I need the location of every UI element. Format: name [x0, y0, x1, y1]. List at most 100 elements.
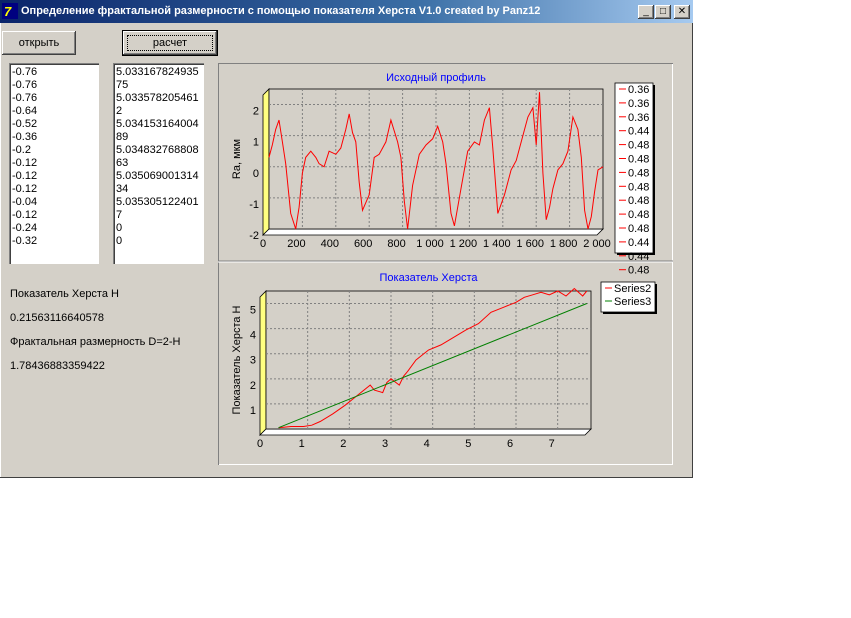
list-item[interactable]: -0.24 [12, 222, 38, 234]
open-button[interactable]: открыть [2, 31, 76, 55]
main-window: 7 Определение фрактальной размерности с … [0, 0, 693, 478]
legend-entry: 0.48 [628, 181, 649, 193]
chart-side-wall [259, 290, 267, 436]
dimension-label: Фрактальная размерность D=2-H [10, 336, 181, 348]
y-tick-label: 4 [250, 330, 256, 342]
list-item[interactable]: -0.12 [12, 209, 38, 221]
list-item[interactable]: -0.52 [12, 118, 38, 130]
x-tick-label: 1 800 [550, 238, 578, 250]
legend-entry: 0.48 [628, 195, 649, 207]
list-item[interactable]: -0.64 [12, 105, 38, 117]
series-line [278, 287, 588, 429]
app-icon: 7 [2, 3, 18, 19]
list-item[interactable]: -0.76 [12, 79, 38, 91]
legend-entry: 0.48 [628, 265, 649, 277]
list-item[interactable]: 0 [116, 222, 123, 234]
list-item[interactable]: 5.034832768808 [116, 144, 199, 156]
chart-side-wall [262, 88, 270, 236]
title-bar[interactable]: 7 Определение фрактальной размерности с … [0, 0, 693, 23]
list-item[interactable]: 5.033578205461 [116, 92, 199, 104]
x-tick-label: 1 000 [416, 238, 444, 250]
x-tick-label: 200 [287, 238, 305, 250]
list-item[interactable]: 5.034153164004 [116, 118, 199, 130]
legend-entry: 0.44 [628, 237, 649, 249]
y-axis-label: Показатель Херста H [231, 305, 243, 414]
y-tick-label: 0 [253, 168, 259, 180]
legend-box [614, 82, 654, 254]
x-tick-label: 6 [507, 438, 513, 450]
window-title: Определение фрактальной размерности с по… [21, 5, 541, 17]
x-tick-label: 5 [465, 438, 471, 450]
y-tick-label: 2 [253, 106, 259, 118]
chart-floor [259, 428, 592, 436]
list-item[interactable]: -0.76 [12, 92, 38, 104]
calculate-button[interactable]: расчет [122, 30, 218, 56]
list-item[interactable]: 2 [116, 105, 123, 117]
x-tick-label: 0 [257, 438, 263, 450]
x-tick-label: 7 [549, 438, 555, 450]
x-tick-label: 800 [387, 238, 405, 250]
maximize-button[interactable]: □ [655, 5, 671, 19]
charts-svg: Исходный профиль 0 200 400 600 800 1 000 1 200 1… [218, 72, 673, 450]
chart-back-wall [265, 290, 592, 430]
list-item[interactable]: 63 [116, 157, 129, 169]
y-tick-label: 1 [250, 405, 256, 417]
list-item[interactable]: -0.36 [12, 131, 38, 143]
list-item[interactable]: 7 [116, 209, 123, 221]
calculate-button-label: расчет [152, 37, 188, 49]
y-tick-label: 1 [253, 137, 259, 149]
svg-text:7: 7 [4, 4, 12, 19]
list-item[interactable]: 5.035069001314 [116, 170, 199, 182]
x-tick-label: 4 [424, 438, 430, 450]
list-item[interactable]: -0.04 [12, 196, 38, 208]
y-tick-label: 2 [250, 380, 256, 392]
x-tick-label: 1 200 [450, 238, 478, 250]
list-item[interactable]: -0.76 [12, 66, 38, 78]
legend-entry: 0.48 [628, 140, 649, 152]
y-tick-label: -2 [249, 230, 259, 242]
x-tick-label: 600 [354, 238, 372, 250]
list-item[interactable]: 5.033167824935 [116, 66, 199, 78]
close-button[interactable]: ✕ [674, 5, 690, 19]
legend-entry: Series3 [614, 296, 651, 308]
list-item[interactable]: -0.12 [12, 157, 38, 169]
focus-rect [127, 35, 213, 51]
list-item[interactable]: -0.2 [12, 144, 31, 156]
legend-entry: 0.44 [628, 126, 649, 138]
hurst-label: Показатель Херста H [10, 288, 119, 300]
legend-entry: 0.44 [628, 251, 649, 263]
open-button-label: открыть [18, 37, 60, 49]
hurst-value: 0.21563116640578 [10, 312, 105, 324]
legend-entry: 0.48 [628, 167, 649, 179]
x-tick-label: 2 000 [583, 238, 611, 250]
maximize-icon: □ [659, 6, 667, 17]
minimize-icon: _ [643, 6, 649, 17]
list-item[interactable]: -0.12 [12, 183, 38, 195]
list-item[interactable]: 75 [116, 79, 129, 91]
close-icon: ✕ [677, 6, 687, 17]
y-tick-label: 3 [250, 355, 256, 367]
x-tick-label: 400 [321, 238, 339, 250]
legend-entry: 0.48 [628, 209, 649, 221]
profile-values-list[interactable]: -0.76 -0.76 -0.76 -0.64 -0.52 -0.36 -0.2 -0.12-… [9, 63, 99, 264]
legend-entry: Series2 [614, 283, 651, 295]
chart-title: Показатель Херста [380, 272, 479, 284]
chart-title: Исходный профиль [386, 72, 486, 84]
list-item[interactable]: -0.12 [12, 170, 38, 182]
legend-entry: 0.36 [628, 98, 649, 110]
x-tick-label: 1 600 [516, 238, 544, 250]
x-tick-label: 1 400 [483, 238, 511, 250]
minimize-button[interactable]: _ [638, 5, 654, 19]
series-line [268, 92, 604, 230]
dimension-value: 1.78436883359422 [10, 360, 105, 372]
list-item[interactable]: 0 [116, 235, 123, 247]
legend-entry: 0.48 [628, 154, 649, 166]
legend-entry: 0.36 [628, 112, 649, 124]
hurst-values-list[interactable]: 5.033167824935 75 5.033578205461 2 5.0341531… [113, 63, 204, 264]
list-item[interactable]: 89 [116, 131, 129, 143]
list-item[interactable]: 5.035305122401 [116, 196, 199, 208]
list-item[interactable]: -0.32 [12, 235, 38, 247]
list-item[interactable]: 34 [116, 183, 129, 195]
series-line [278, 303, 587, 429]
y-axis-label: Ra, мкм [231, 139, 243, 179]
